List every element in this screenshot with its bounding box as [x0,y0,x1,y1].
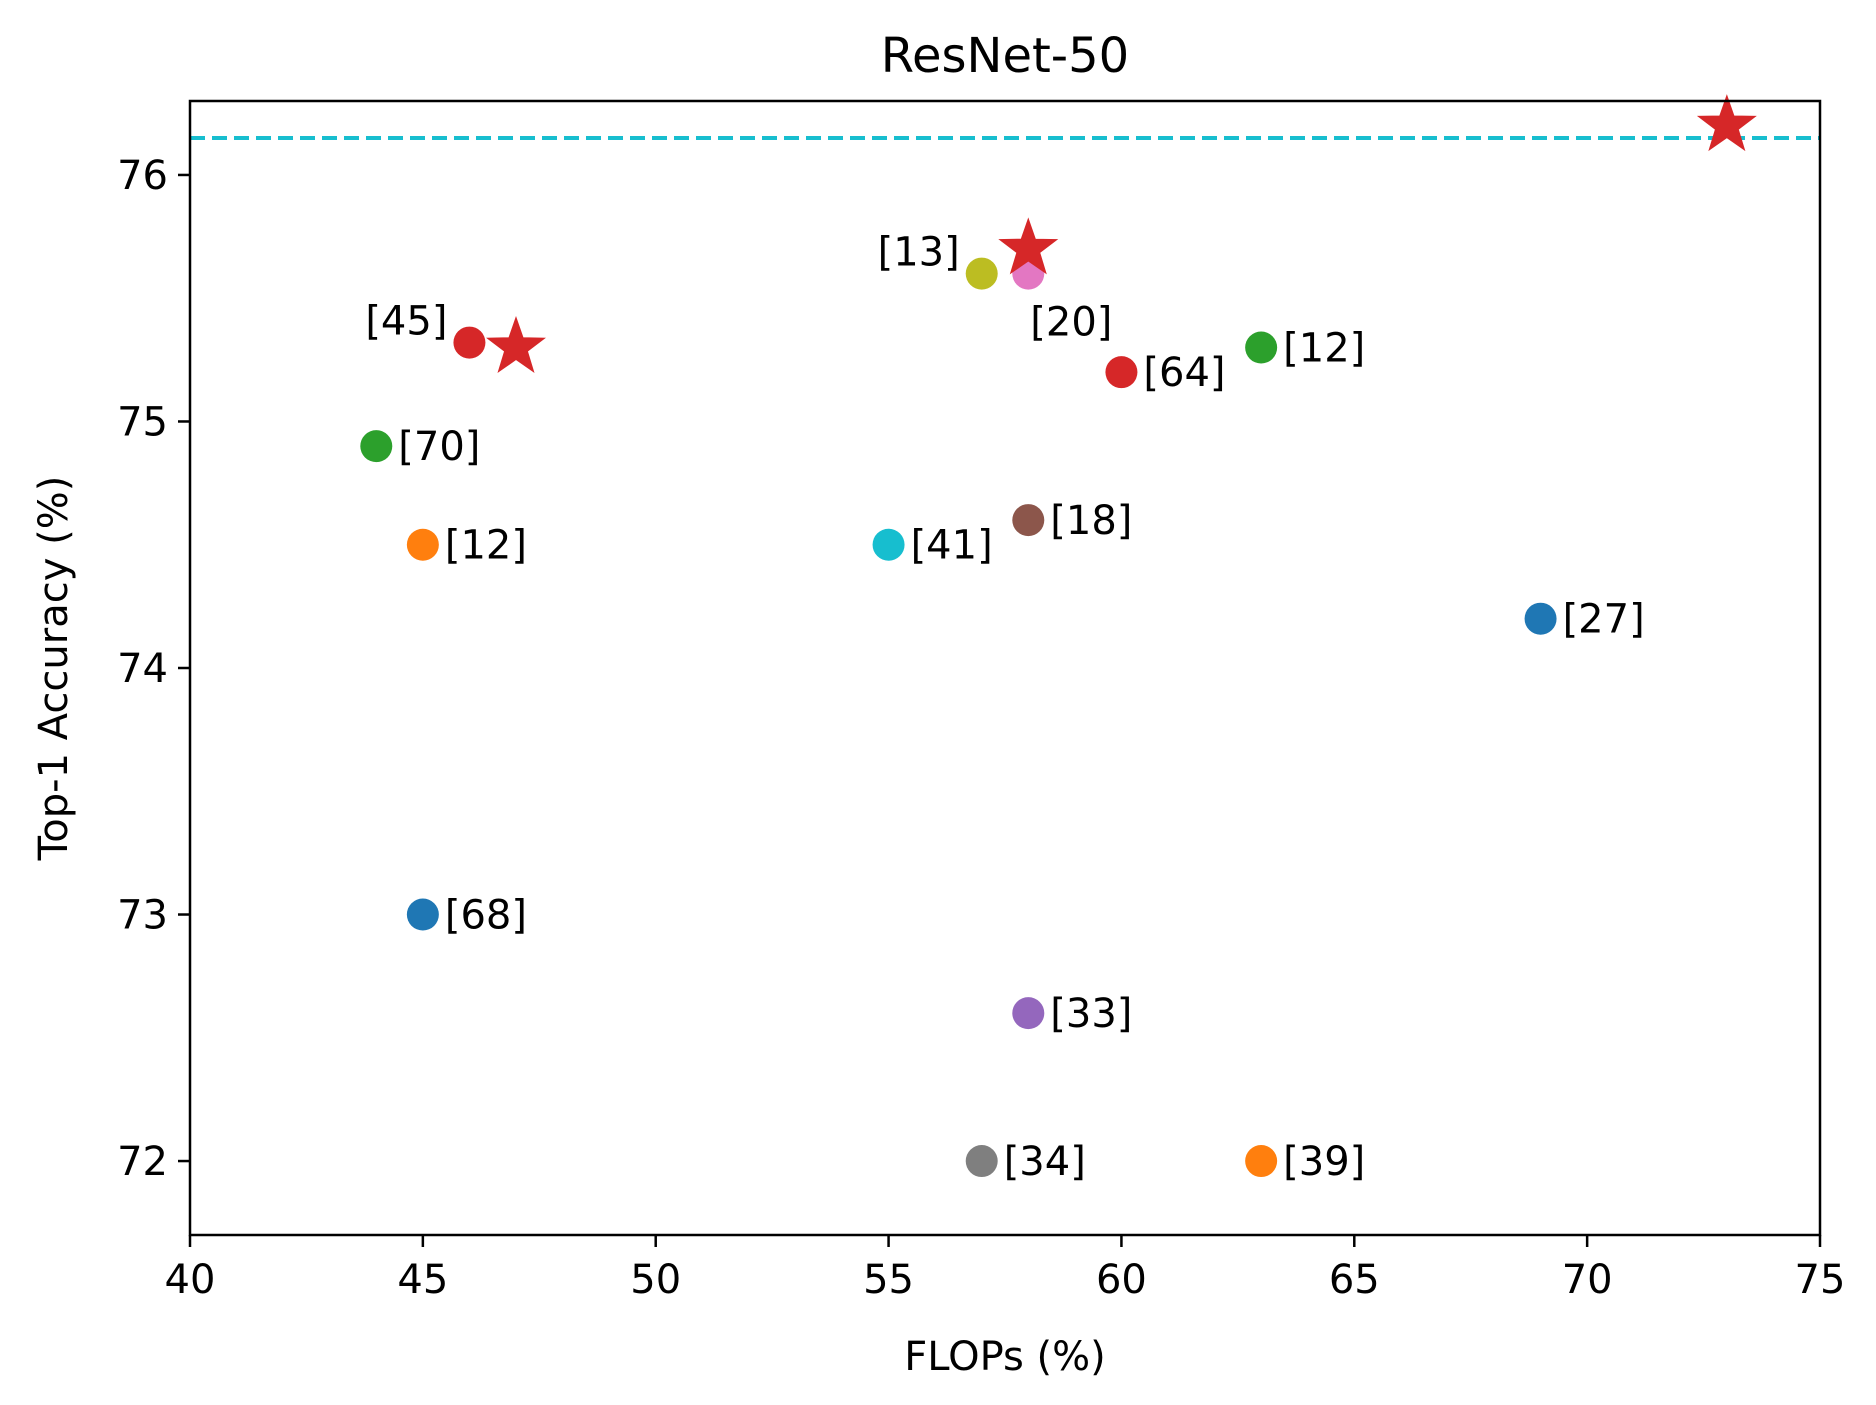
point-label: [33] [1050,991,1132,1037]
scatter-point [1012,504,1045,537]
point-label: [41] [911,523,993,569]
scatter-point [360,430,393,463]
x-tick-label: 55 [863,1257,914,1303]
ticks-layer: 40 45 50 55 60 65 70 75 72 73 74 75 76 [117,153,1845,1303]
x-tick-label: 50 [630,1257,681,1303]
x-tick-label: 65 [1329,1257,1380,1303]
point-label: [34] [1004,1139,1086,1185]
scatter-point [1245,1145,1278,1178]
x-tick-label: 40 [165,1257,216,1303]
point-labels-layer: [45] [70] [12] [68] [41] [13] [20] [18] [33] [34]… [365,230,1644,1185]
x-tick-label: 60 [1096,1257,1147,1303]
scatter-point [1245,331,1278,364]
point-label: [68] [445,893,527,939]
star-marker [1696,94,1757,152]
chart-title: ResNet-50 [881,28,1129,84]
scatter-point [1524,602,1557,635]
y-tick-label: 72 [117,1139,168,1185]
scatter-point [965,257,998,290]
scatter-point [872,528,905,561]
scatter-point [965,1145,998,1178]
point-label: [12] [1283,326,1365,372]
plot-frame [188,99,1822,1237]
y-tick-label: 76 [117,153,168,199]
scatter-point [1012,997,1045,1030]
scatter-point [406,528,439,561]
point-label: [39] [1283,1139,1365,1185]
scatter-point [406,898,439,931]
point-label: [64] [1143,350,1225,396]
scatter-point [453,326,486,359]
star-marker [486,315,546,374]
point-label: [18] [1050,498,1132,544]
x-axis-label: FLOPs (%) [904,1334,1106,1380]
x-tick-label: 75 [1795,1257,1846,1303]
points-layer [360,94,1757,1178]
point-label: [20] [1030,300,1112,346]
scatter-point [1105,356,1138,389]
point-label: [13] [878,230,960,276]
point-label: [27] [1563,597,1645,643]
y-tick-label: 74 [117,646,168,692]
y-axis-label: Top-1 Accuracy (%) [31,476,77,862]
y-tick-label: 75 [117,399,168,445]
point-label: [70] [398,424,480,470]
star-marker [998,217,1059,275]
point-label: [45] [365,299,447,345]
x-tick-label: 70 [1562,1257,1613,1303]
point-label: [12] [445,523,527,569]
y-tick-label: 73 [117,893,168,939]
x-tick-label: 45 [397,1257,448,1303]
